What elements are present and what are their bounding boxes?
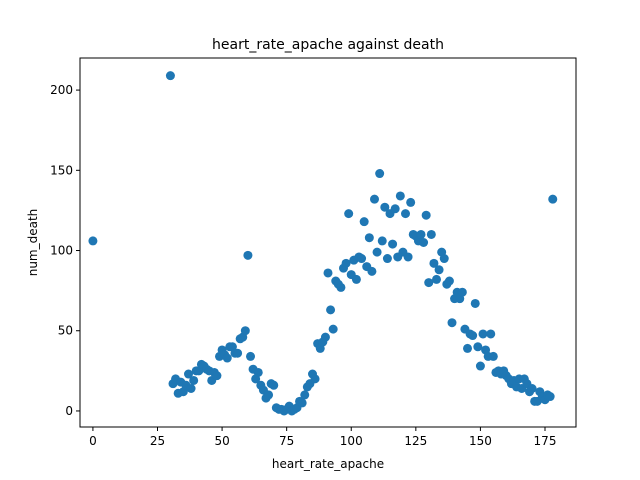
data-point: [370, 194, 379, 204]
data-point: [341, 258, 351, 268]
data-point: [447, 318, 457, 328]
x-tick-label: 100: [340, 434, 363, 448]
y-axis-label: num_death: [26, 209, 40, 277]
data-point: [222, 353, 232, 363]
data-point: [367, 266, 377, 276]
data-point: [439, 254, 449, 264]
data-point: [470, 298, 480, 308]
data-point: [253, 367, 263, 377]
data-point: [424, 278, 434, 288]
x-tick-label: 125: [404, 434, 427, 448]
x-axis-label: heart_rate_apache: [272, 457, 384, 471]
data-point: [478, 329, 488, 339]
data-point: [486, 329, 496, 339]
x-tick-label: 175: [534, 434, 557, 448]
data-point: [434, 265, 444, 275]
data-point: [344, 209, 354, 219]
data-point: [429, 258, 439, 268]
data-point: [297, 398, 307, 408]
data-point: [189, 375, 199, 385]
data-point: [372, 247, 382, 257]
data-point: [88, 236, 98, 246]
data-point: [323, 268, 333, 278]
data-point: [320, 332, 330, 342]
data-point: [468, 331, 478, 341]
data-point: [473, 342, 483, 352]
y-axis-ticks: 0 50 100 150 200: [50, 83, 80, 418]
data-point: [246, 351, 255, 361]
data-point: [457, 287, 467, 297]
data-point: [165, 71, 175, 81]
data-point: [388, 239, 398, 249]
y-tick-label: 50: [58, 324, 73, 338]
data-point: [300, 390, 310, 400]
data-point: [444, 276, 454, 286]
y-tick-label: 100: [50, 244, 73, 258]
data-point: [184, 369, 193, 379]
y-tick-label: 150: [50, 163, 73, 177]
x-tick-label: 0: [89, 434, 97, 448]
data-point: [336, 282, 346, 292]
data-point: [364, 233, 374, 243]
data-point: [403, 252, 413, 262]
data-point: [186, 384, 196, 393]
data-point: [390, 204, 400, 214]
data-point: [488, 351, 498, 361]
data-point: [326, 305, 336, 315]
data-point: [548, 194, 558, 204]
data-point: [545, 392, 555, 402]
data-point: [463, 343, 472, 353]
x-tick-label: 150: [469, 434, 492, 448]
data-point: [233, 348, 243, 358]
data-point: [310, 374, 320, 384]
data-point: [527, 384, 537, 393]
data-point: [240, 326, 250, 336]
data-point: [243, 250, 253, 260]
x-tick-label: 25: [150, 434, 165, 448]
data-point: [264, 390, 274, 400]
points-layer: [88, 71, 558, 416]
data-point: [426, 229, 436, 239]
data-point: [432, 274, 441, 284]
data-point: [401, 209, 410, 219]
data-point: [269, 380, 279, 390]
chart-title: heart_rate_apache against death: [212, 37, 444, 53]
data-point: [375, 169, 385, 179]
data-point: [377, 236, 387, 246]
data-point: [475, 361, 485, 371]
y-tick-label: 0: [65, 404, 73, 418]
data-point: [395, 191, 405, 201]
data-point: [212, 371, 222, 381]
data-point: [416, 229, 426, 239]
x-tick-label: 75: [279, 434, 294, 448]
y-tick-label: 200: [50, 83, 73, 97]
data-point: [421, 210, 431, 220]
data-point: [419, 238, 429, 247]
x-axis-ticks: 0 25 50 75 100 125 150 175: [89, 427, 556, 448]
data-point: [382, 254, 392, 264]
data-point: [406, 197, 416, 207]
data-point: [380, 202, 390, 212]
x-tick-label: 50: [214, 434, 229, 448]
plot-area-frame: [79, 57, 577, 428]
data-point: [351, 274, 361, 284]
data-point: [328, 324, 338, 334]
data-point: [359, 217, 369, 227]
data-point: [357, 254, 367, 264]
